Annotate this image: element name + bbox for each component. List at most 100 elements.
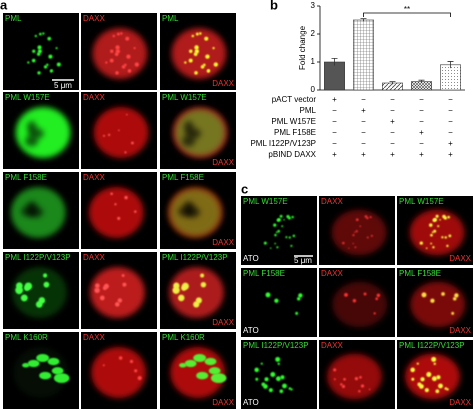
spot <box>43 281 50 288</box>
micrograph <box>3 13 79 90</box>
error-bar <box>418 79 425 83</box>
spot <box>208 367 221 375</box>
spot <box>196 371 209 380</box>
panel-label: c <box>241 181 248 196</box>
spot <box>55 47 58 50</box>
spot <box>283 219 285 221</box>
spot <box>37 45 42 50</box>
spot <box>441 292 445 296</box>
spot <box>432 246 435 249</box>
micrograph <box>319 196 395 265</box>
condition-sign: − <box>361 128 366 137</box>
spot <box>107 133 111 137</box>
spot <box>432 218 436 222</box>
condition-sign: − <box>419 117 424 126</box>
spot <box>200 281 207 288</box>
y-tick-label: 3 <box>311 1 316 10</box>
spot <box>47 357 60 366</box>
spot <box>368 388 371 391</box>
spot <box>454 293 459 298</box>
spot <box>205 54 210 59</box>
nucleus <box>12 267 67 318</box>
y-tick-label: 0 <box>311 85 316 94</box>
micrograph <box>3 172 79 249</box>
spot <box>32 49 36 53</box>
condition-sign: + <box>448 150 453 159</box>
condition-sign: − <box>419 106 424 115</box>
spot <box>212 47 215 50</box>
channel-label: PML <box>162 14 179 23</box>
channel-label: PML I122P/V123P <box>243 341 309 350</box>
y-tick-label: 2 <box>311 29 316 38</box>
error-bar <box>331 57 338 66</box>
spot <box>269 247 272 249</box>
spot <box>110 192 113 196</box>
spot <box>34 34 38 38</box>
spot <box>288 387 292 390</box>
spot <box>42 32 45 35</box>
micrograph <box>397 340 473 409</box>
micrograph <box>81 92 157 169</box>
spot <box>424 388 429 393</box>
spot <box>444 387 448 390</box>
spot <box>355 230 358 233</box>
spot <box>102 134 106 137</box>
spot <box>263 384 268 389</box>
channel-label: PML W157E <box>399 197 444 206</box>
spot <box>126 113 128 116</box>
spot <box>195 297 202 304</box>
channel-label: PML F158E <box>243 269 285 278</box>
spot <box>123 63 127 67</box>
micrograph <box>397 196 473 265</box>
micrograph <box>81 172 157 249</box>
spot <box>444 236 447 239</box>
spot <box>433 229 437 233</box>
condition-sign: − <box>361 139 366 148</box>
spot <box>419 384 424 389</box>
spot <box>352 299 357 303</box>
spot <box>255 377 259 381</box>
nucleus <box>90 267 145 318</box>
spot <box>207 69 210 72</box>
spot <box>194 45 199 50</box>
micrograph <box>319 268 395 337</box>
spot <box>118 356 123 360</box>
spot <box>213 62 218 67</box>
micrograph <box>397 268 473 337</box>
channel-label: PML F158E <box>5 173 47 182</box>
spot <box>22 362 30 368</box>
spot <box>448 234 452 238</box>
channel-label: DAXX <box>212 238 234 247</box>
nucleus <box>410 281 466 328</box>
panel-label: b <box>270 0 278 12</box>
spot <box>366 216 369 220</box>
condition-sign: − <box>332 106 337 115</box>
spot <box>421 292 427 298</box>
nucleolus <box>20 206 37 217</box>
condition-sign: − <box>390 95 395 104</box>
channel-label: DAXX <box>83 14 105 23</box>
condition-label: PML I122P/V123P <box>250 139 316 148</box>
spot <box>373 312 376 315</box>
channel-label: DAXX <box>212 158 234 167</box>
spot <box>265 292 271 298</box>
spot <box>370 234 373 237</box>
spot <box>342 241 345 245</box>
spot <box>124 195 128 200</box>
spot <box>102 364 105 367</box>
significance-label: ** <box>404 5 410 14</box>
spot <box>260 362 263 365</box>
channel-label: PML I122P/V123P <box>162 253 228 262</box>
spot <box>95 283 100 289</box>
spot <box>276 246 279 249</box>
channel-label: DAXX <box>212 398 234 407</box>
condition-label: pACT vector <box>272 95 317 104</box>
spot <box>268 388 273 393</box>
condition-sign: − <box>448 106 453 115</box>
spot <box>273 223 277 227</box>
spot <box>292 234 296 238</box>
spot <box>358 389 361 393</box>
background <box>241 340 317 409</box>
spot <box>134 210 137 213</box>
spot <box>115 71 119 75</box>
